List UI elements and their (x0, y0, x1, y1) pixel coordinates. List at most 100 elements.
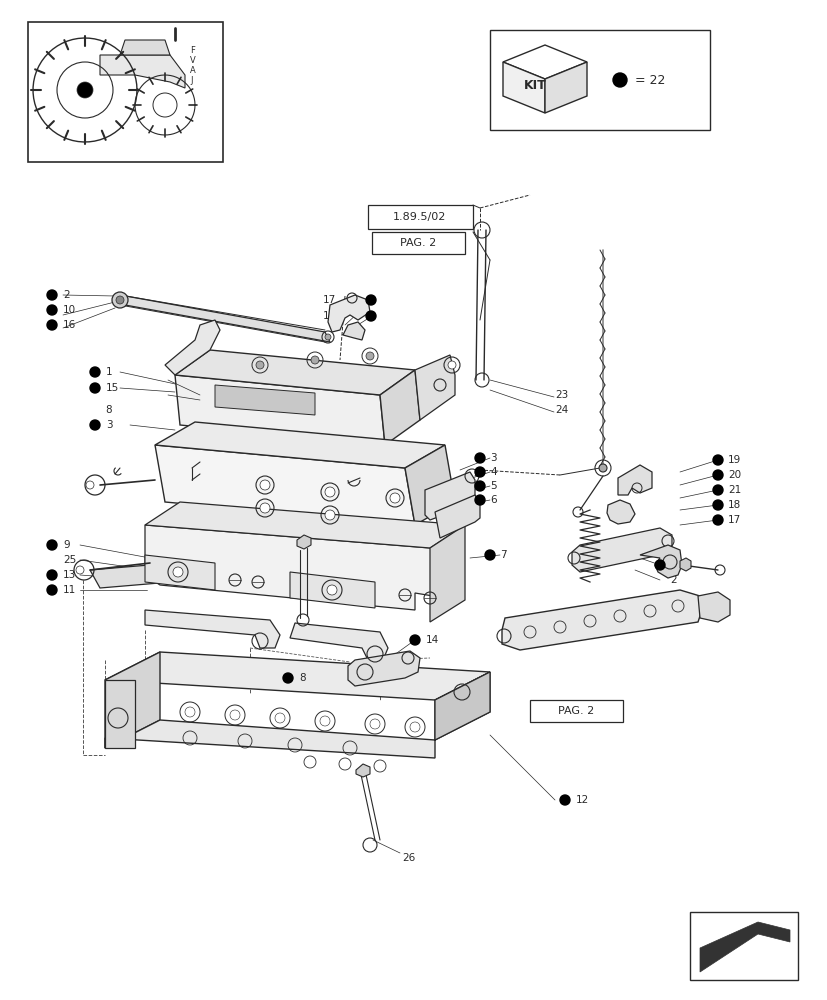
Circle shape (654, 560, 664, 570)
Text: 7: 7 (500, 550, 506, 560)
Polygon shape (327, 295, 370, 332)
Polygon shape (105, 680, 135, 748)
Bar (367, 205, 472, 229)
Polygon shape (145, 610, 280, 648)
Text: 2: 2 (669, 575, 676, 585)
Polygon shape (429, 525, 465, 622)
Polygon shape (697, 592, 729, 622)
Text: 2: 2 (63, 290, 69, 300)
Circle shape (76, 566, 84, 574)
Text: 8: 8 (299, 673, 305, 683)
Circle shape (112, 292, 128, 308)
Text: 23: 23 (554, 390, 567, 400)
Circle shape (256, 361, 264, 369)
Text: 3: 3 (106, 420, 112, 430)
Polygon shape (679, 558, 691, 571)
Bar (689, 912, 797, 980)
Circle shape (475, 453, 485, 463)
Text: 19: 19 (727, 455, 740, 465)
Circle shape (712, 515, 722, 525)
Polygon shape (105, 652, 490, 700)
Circle shape (409, 722, 419, 732)
Circle shape (712, 485, 722, 495)
Circle shape (475, 495, 485, 505)
Circle shape (325, 487, 335, 497)
Circle shape (475, 481, 485, 491)
Circle shape (47, 305, 57, 315)
Circle shape (325, 510, 335, 520)
Text: 9: 9 (63, 540, 69, 550)
Text: 26: 26 (402, 853, 415, 863)
Text: J: J (189, 76, 192, 85)
Polygon shape (414, 355, 455, 420)
Circle shape (230, 710, 240, 720)
Circle shape (90, 383, 100, 393)
Polygon shape (297, 535, 311, 549)
Circle shape (485, 550, 495, 560)
Text: PAG. 2: PAG. 2 (557, 706, 594, 716)
Text: A: A (189, 66, 195, 75)
Circle shape (47, 290, 57, 300)
Circle shape (712, 455, 722, 465)
Text: 4: 4 (490, 467, 496, 477)
Text: 17: 17 (727, 515, 740, 525)
Text: V: V (189, 56, 195, 65)
Polygon shape (424, 472, 475, 520)
Bar (490, 30, 709, 130)
Circle shape (311, 356, 318, 364)
Bar (371, 232, 465, 254)
Circle shape (173, 567, 183, 577)
Polygon shape (155, 445, 414, 525)
Text: PAG. 2: PAG. 2 (399, 238, 436, 248)
Circle shape (612, 73, 626, 87)
Polygon shape (502, 62, 544, 113)
Circle shape (47, 540, 57, 550)
Polygon shape (105, 672, 490, 758)
Polygon shape (342, 322, 365, 340)
Circle shape (90, 420, 100, 430)
Polygon shape (155, 422, 444, 468)
Circle shape (47, 320, 57, 330)
Polygon shape (380, 370, 419, 445)
Text: 8: 8 (105, 405, 112, 415)
Polygon shape (100, 55, 184, 88)
Polygon shape (120, 295, 330, 342)
Polygon shape (120, 40, 170, 55)
Text: 15: 15 (106, 383, 119, 393)
Text: 18: 18 (727, 500, 740, 510)
Text: 25: 25 (63, 555, 76, 565)
Polygon shape (639, 545, 681, 578)
Polygon shape (617, 465, 651, 495)
Circle shape (366, 352, 374, 360)
Circle shape (116, 296, 124, 304)
Text: 12: 12 (576, 795, 589, 805)
Circle shape (260, 480, 270, 490)
Circle shape (77, 82, 93, 98)
Circle shape (447, 361, 456, 369)
Text: 11: 11 (63, 585, 76, 595)
Bar (529, 700, 622, 722)
Circle shape (260, 503, 270, 513)
Circle shape (475, 467, 485, 477)
Polygon shape (544, 62, 586, 113)
Polygon shape (501, 590, 701, 650)
Polygon shape (289, 623, 388, 660)
Polygon shape (404, 445, 455, 525)
Text: 10: 10 (669, 560, 682, 570)
Circle shape (409, 635, 419, 645)
Circle shape (370, 719, 380, 729)
Text: F: F (189, 46, 194, 55)
Polygon shape (90, 562, 195, 588)
Polygon shape (174, 350, 414, 395)
Circle shape (319, 716, 330, 726)
Circle shape (712, 470, 722, 480)
Text: 1: 1 (106, 367, 112, 377)
Polygon shape (215, 385, 314, 415)
Text: 3: 3 (490, 453, 496, 463)
Text: 18: 18 (323, 311, 336, 321)
Text: 17: 17 (323, 295, 336, 305)
Text: KIT: KIT (523, 79, 546, 92)
Polygon shape (434, 495, 480, 538)
Text: 1.89.5/02: 1.89.5/02 (393, 212, 446, 222)
Circle shape (559, 795, 569, 805)
